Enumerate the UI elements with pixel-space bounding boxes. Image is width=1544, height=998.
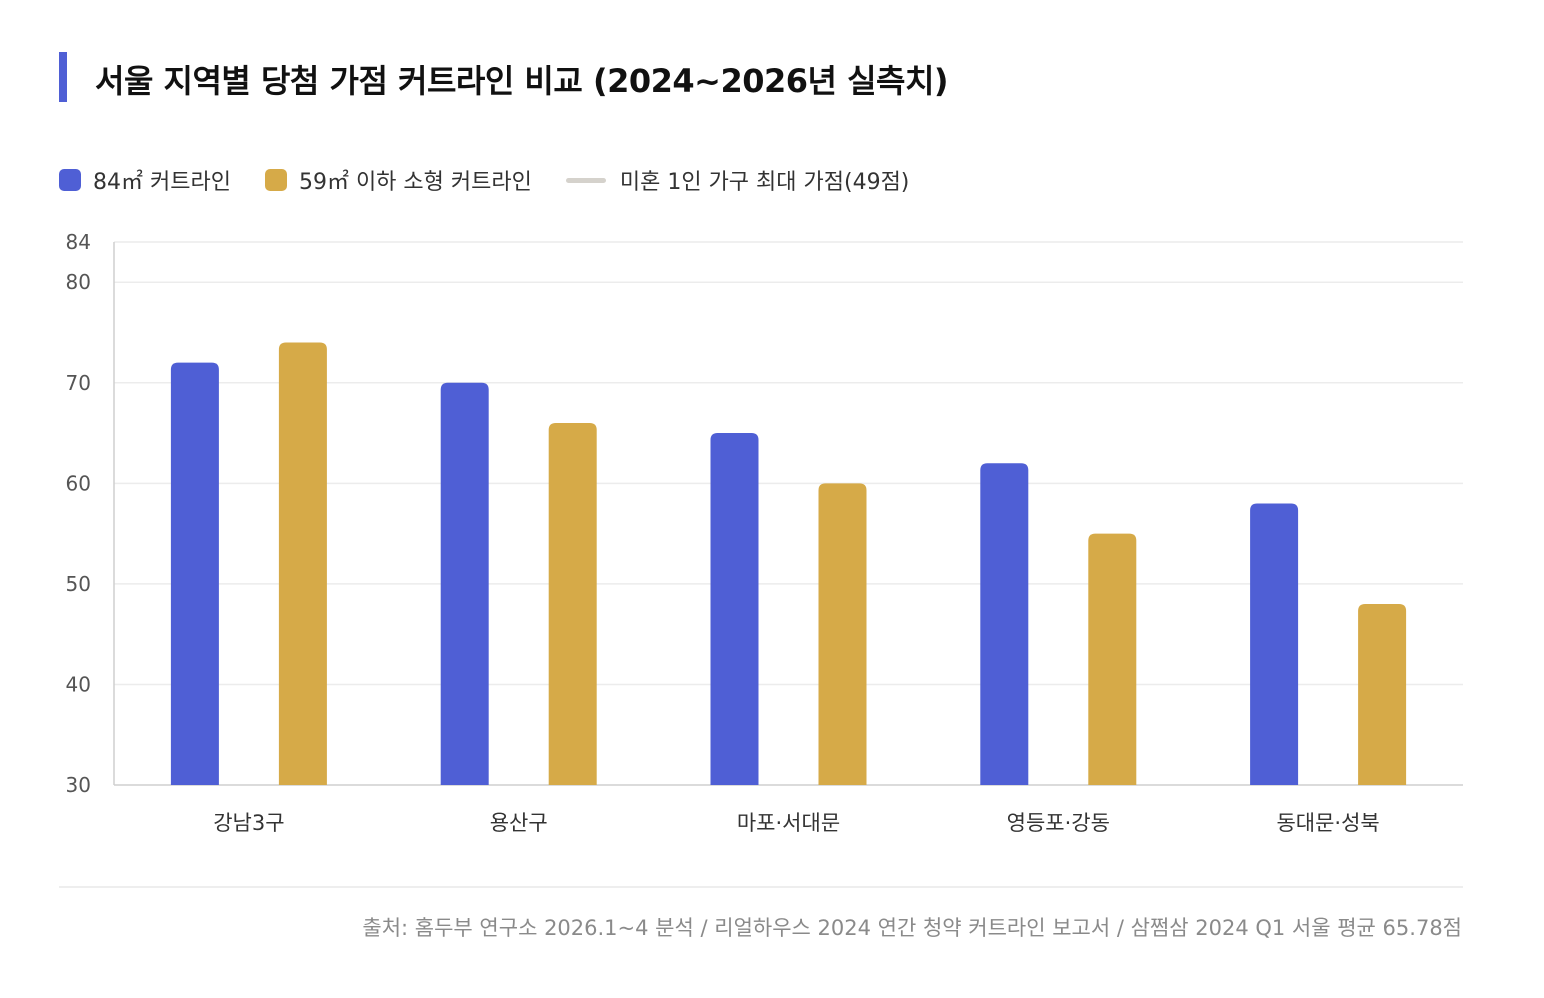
legend-swatch-single: [565, 177, 606, 183]
y-tick-label-80: 80: [66, 270, 91, 294]
x-tick-label-0: 강남3구: [213, 811, 284, 835]
y-tick-label-84: 84: [66, 230, 91, 254]
legend-item-84[interactable]: 84㎡ 커트라인: [59, 164, 231, 196]
title-accent-bar: [59, 52, 67, 102]
legend-swatch-59: [264, 169, 287, 191]
legend-item-single[interactable]: 미혼 1인 가구 최대 가점(49점): [565, 164, 910, 196]
bar-59-4: [1358, 604, 1407, 785]
legend-swatch-84: [59, 169, 81, 191]
bar-84-3: [980, 463, 1029, 785]
x-tick-label-2: 마포·서대문: [737, 811, 840, 835]
source-note: 출처: 홈두부 연구소 2026.1~4 분석 / 리얼하우스 2024 연간 …: [362, 916, 1462, 940]
legend-label-84: 84㎡ 커트라인: [93, 170, 231, 195]
bar-59-3: [1088, 533, 1137, 785]
y-tick-label-30: 30: [66, 773, 91, 797]
legend-item-59[interactable]: 59㎡ 이하 소형 커트라인: [264, 164, 532, 196]
x-tick-label-1: 용산구: [490, 811, 548, 835]
y-tick-label-60: 60: [66, 471, 91, 495]
bar-59-1: [548, 423, 597, 785]
bar-59-2: [818, 483, 867, 785]
footer-divider: [59, 886, 1463, 888]
bar-59-0: [278, 342, 327, 785]
bar-84-0: [170, 362, 219, 785]
chart-title: 서울 지역별 당첨 가점 커트라인 비교 (2024~2026년 실측치): [95, 62, 949, 100]
legend-label-single: 미혼 1인 가구 최대 가점(49점): [619, 170, 910, 195]
chart-legend: 84㎡ 커트라인 59㎡ 이하 소형 커트라인 미혼 1인 가구 최대 가점(4…: [59, 164, 943, 196]
bar-chart: 30 40 50 60 70 80 84 강남3구 용산구 마포·서대문 영등포·강동 동대문·성북: [66, 230, 1463, 835]
bar-84-4: [1250, 503, 1299, 785]
y-tick-label-70: 70: [66, 371, 91, 395]
bar-84-1: [440, 382, 489, 785]
y-tick-label-50: 50: [66, 572, 91, 596]
x-tick-label-3: 영등포·강동: [1007, 811, 1110, 835]
y-tick-label-40: 40: [66, 672, 91, 696]
bar-84-2: [710, 433, 759, 785]
x-tick-label-4: 동대문·성북: [1276, 811, 1379, 835]
legend-label-59: 59㎡ 이하 소형 커트라인: [298, 170, 532, 195]
